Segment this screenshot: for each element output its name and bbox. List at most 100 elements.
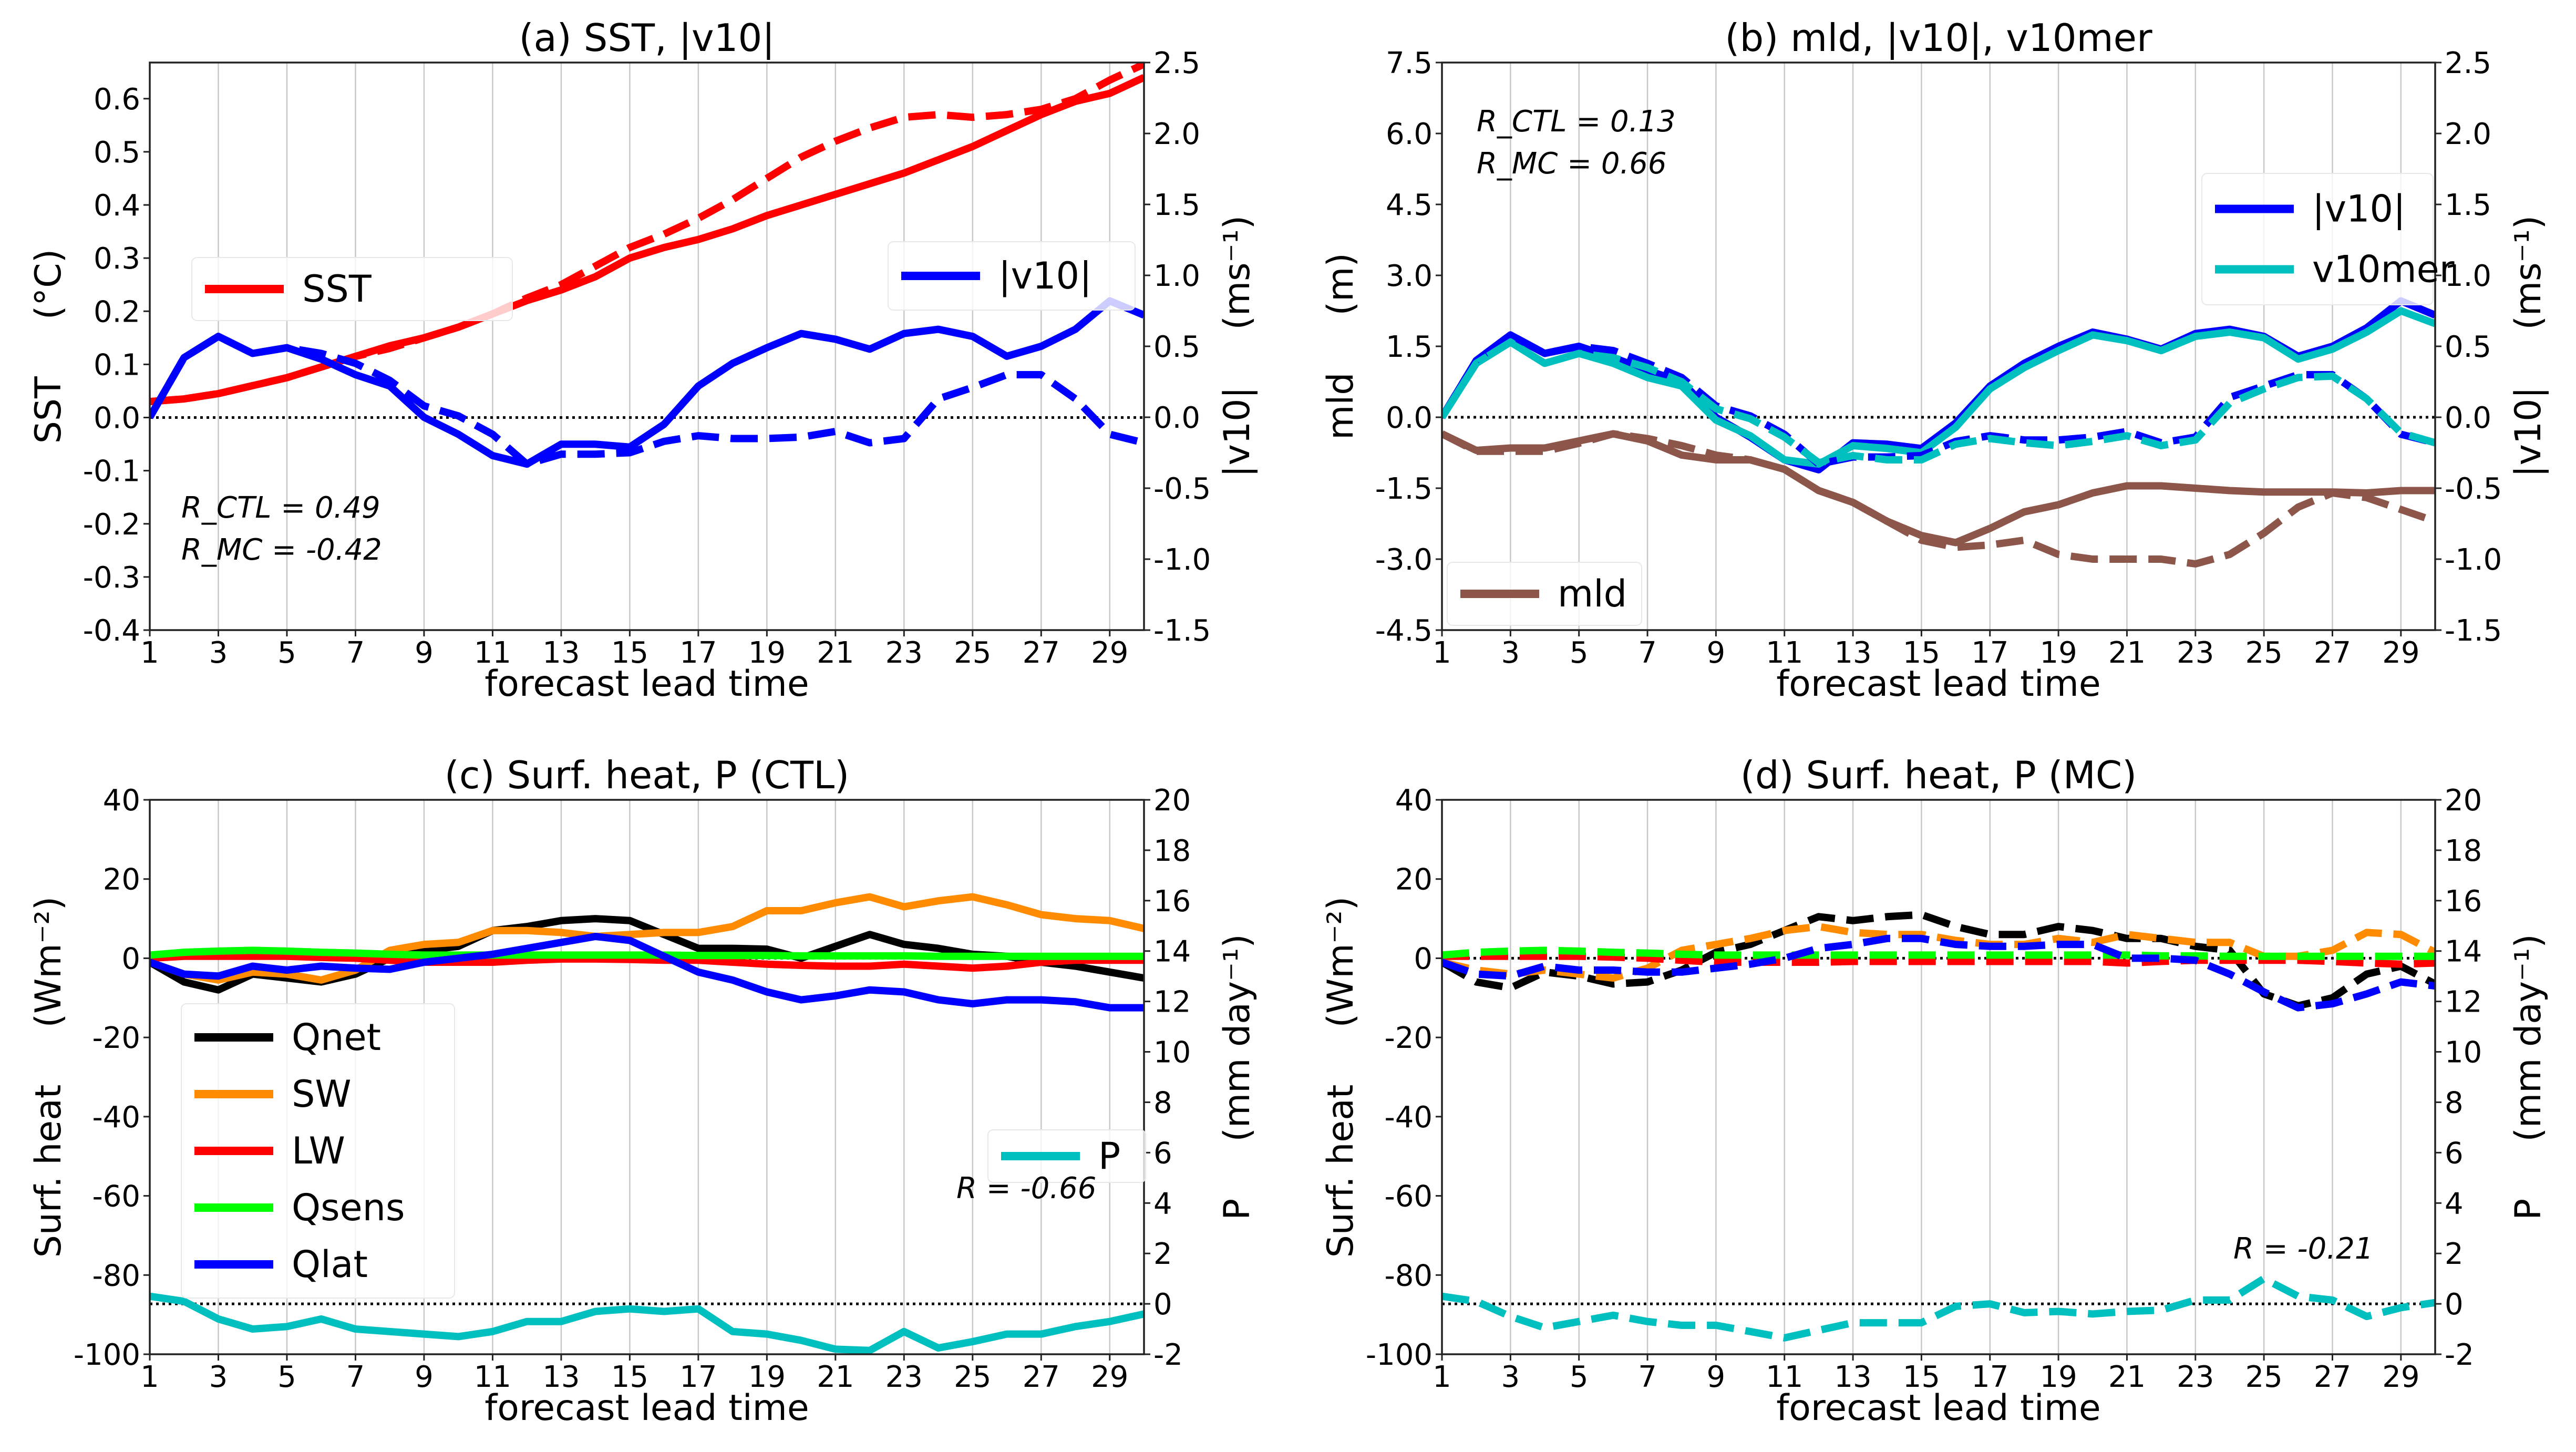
x-tick-label: 21	[817, 636, 854, 670]
y-tick-label-right: 14	[2445, 935, 2482, 969]
panel-title: (b) mld, |v10|, v10mer	[1725, 16, 2152, 60]
y-tick-label-right: 0.0	[1153, 401, 1200, 435]
y-tick-label-left: -0.4	[83, 614, 140, 648]
y-tick-label-left: -80	[1385, 1259, 1433, 1293]
x-tick-label: 23	[2177, 636, 2214, 670]
y-tick-label-right: 0	[2445, 1288, 2464, 1322]
y-axis-right: -1.5 -1.0 -0.5 0.0 0.5 1.0 1.5 2.0 2.5	[1144, 46, 1211, 648]
y-tick-label-right: 2.0	[2445, 117, 2491, 151]
y-tick-label-left: 3.0	[1386, 259, 1433, 293]
y-tick-label-right: 6	[1153, 1136, 1172, 1170]
y-tick-label-right: 20	[2445, 784, 2482, 818]
x-tick-label: 15	[611, 1360, 648, 1394]
y-tick-label-left: 20	[103, 863, 140, 897]
y-tick-label-right: 2.0	[1153, 117, 1200, 151]
x-tick-label: 29	[1091, 636, 1128, 670]
y-tick-label-left: -20	[92, 1021, 140, 1055]
x-axis-label: forecast lead time	[1776, 1387, 2100, 1429]
legend-label: |v10|	[998, 254, 1092, 297]
y-tick-label-left: -4.5	[1375, 614, 1433, 648]
x-tick-label: 7	[1638, 1360, 1657, 1394]
y-tick-label-left: 4.5	[1386, 188, 1433, 222]
x-tick-label: 21	[817, 1360, 854, 1394]
legend-label: Qsens	[292, 1186, 405, 1229]
y-tick-label-right: 2.5	[1153, 46, 1200, 80]
legend-label: SST	[302, 267, 372, 311]
y-tick-label-right: 4	[2445, 1187, 2464, 1221]
x-axis: 1 3 5 7 9 11 13 15 17 19 21 23 25 27 29	[1433, 1354, 2419, 1394]
x-tick-label: 23	[2177, 1360, 2214, 1394]
y-axis-left: -100 -80 -60 -40 -20 0 20 40	[1366, 784, 1442, 1372]
x-tick-label: 17	[679, 1360, 717, 1394]
y-tick-label-left: 0.0	[94, 401, 140, 436]
y-tick-label-left: 40	[103, 784, 140, 818]
series-line-v10mer-ctl	[1442, 307, 2435, 468]
series-line-sw-mc	[1442, 923, 2435, 982]
y-tick-label-right: 1.0	[2445, 259, 2491, 293]
y-axis-label-left: Surf. heat (Wm⁻²)	[28, 897, 69, 1258]
y-axis-left: -100 -80 -60 -40 -20 0 20 40	[74, 784, 150, 1372]
x-tick-label: 19	[2039, 1360, 2077, 1394]
x-tick-label: 11	[1766, 636, 1803, 670]
y-tick-label-right: 16	[2445, 884, 2482, 919]
y-tick-label-left: 0	[1414, 942, 1433, 976]
series-line-qlat-mc	[1442, 934, 2435, 1012]
y-tick-label-right: 0	[1153, 1288, 1172, 1322]
y-tick-label-left: -100	[74, 1338, 140, 1372]
y-tick-label-right: 0.5	[1153, 330, 1200, 364]
y-tick-label-left: -20	[1385, 1021, 1433, 1055]
y-axis-right: -1.5 -1.0 -0.5 0.0 0.5 1.0 1.5 2.0 2.5	[2435, 46, 2502, 648]
x-tick-label: 9	[1707, 636, 1726, 670]
y-tick-label-left: 0.1	[94, 348, 140, 382]
legend-frame	[888, 241, 1136, 311]
x-tick-label: 21	[2108, 636, 2146, 670]
y-tick-label-left: 0.4	[94, 189, 140, 223]
y-tick-label-left: -0.2	[83, 508, 140, 542]
x-tick-label: 9	[415, 636, 434, 670]
x-tick-label: 29	[2382, 636, 2419, 670]
y-tick-label-left: 40	[1395, 784, 1433, 818]
series-line-mld-mc	[1442, 430, 2435, 568]
y-axis-left: -4.5 -3.0 -1.5 0.0 1.5 3.0 4.5 6.0 7.5	[1375, 46, 1442, 648]
x-tick-label: 23	[885, 1360, 923, 1394]
legend: SST	[191, 257, 513, 321]
y-axis-label-right: |v10| (ms⁻¹)	[1217, 215, 1258, 478]
legend-label: Qlat	[292, 1243, 368, 1286]
y-tick-label-left: -1.5	[1375, 472, 1433, 506]
y-tick-label-right: 20	[1153, 784, 1191, 818]
y-axis-label-left: mld (m)	[1320, 253, 1362, 440]
series-line-qsens	[150, 946, 1144, 960]
x-tick-label: 25	[2245, 1360, 2283, 1394]
y-tick-label-right: 0.0	[2445, 401, 2491, 435]
series-line-qsens-mc	[1442, 946, 2435, 960]
x-axis: 1 3 5 7 9 11 13 15 17 19 21 23 25 27 29	[140, 630, 1128, 670]
y-axis-label-right: |v10| (ms⁻¹)	[2508, 215, 2549, 478]
y-tick-label-right: 8	[2445, 1086, 2464, 1120]
y-tick-label-right: 2	[1153, 1237, 1172, 1271]
y-tick-label-left: 1.5	[1386, 330, 1433, 364]
y-tick-label-left: -0.1	[83, 455, 140, 489]
y-tick-label-left: -40	[1385, 1100, 1433, 1135]
y-tick-label-left: -40	[92, 1100, 140, 1135]
y-tick-label-right: 18	[2445, 834, 2482, 868]
y-tick-label-left: 0.3	[94, 242, 140, 276]
y-tick-label-right: 1.5	[1153, 188, 1200, 222]
y-axis-right: -2 0 2 4 6 8 10 12 14 16 18 20	[2435, 784, 2482, 1372]
x-tick-label: 1	[140, 636, 159, 670]
y-axis-label-right: P (mm day⁻¹)	[1217, 934, 1258, 1220]
y-tick-label-right: 2.5	[2445, 46, 2491, 80]
x-axis: 1 3 5 7 9 11 13 15 17 19 21 23 25 27 29	[140, 1354, 1128, 1394]
y-tick-label-right: 10	[2445, 1036, 2482, 1070]
series-line-qnet-mc	[1442, 911, 2435, 1010]
y-tick-label-left: 0.5	[94, 136, 140, 170]
x-tick-label: 7	[346, 1360, 365, 1394]
series-group	[1442, 297, 2435, 568]
y-tick-label-left: 0.6	[94, 83, 140, 117]
x-gridlines	[1441, 800, 2402, 1354]
y-tick-label-right: 1.0	[1153, 259, 1200, 293]
annotation: R_MC = 0.66	[1477, 147, 1667, 181]
y-tick-label-right: -1.0	[2445, 543, 2502, 577]
y-tick-label-right: -0.5	[2445, 472, 2502, 506]
